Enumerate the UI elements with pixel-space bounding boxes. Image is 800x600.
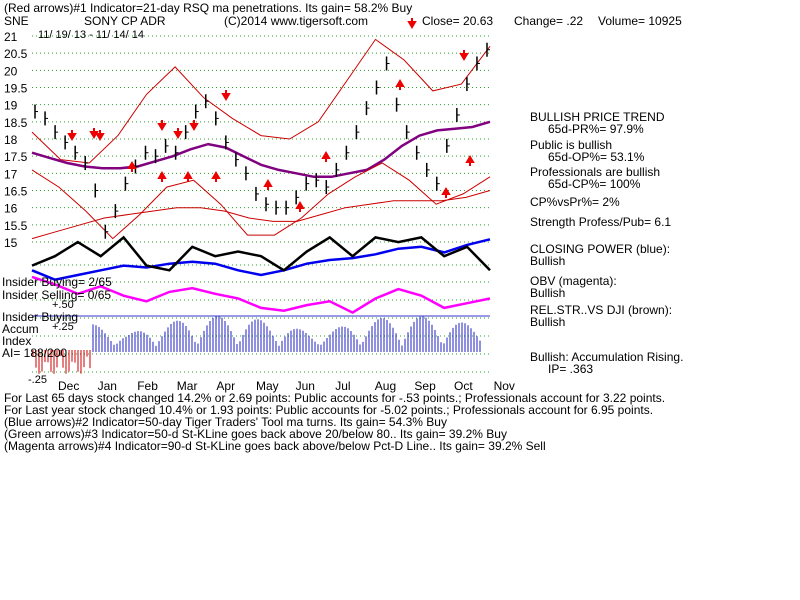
- series-lower-band: [31, 162, 491, 240]
- buy-arrow: [263, 179, 273, 190]
- y-tick-label: 20: [4, 64, 18, 78]
- buy-arrow: [183, 171, 193, 182]
- x-month-label: Feb: [137, 379, 158, 393]
- chart-grid: [32, 35, 490, 373]
- ip-value: IP= .363: [548, 362, 594, 376]
- x-month-label: Dec: [58, 379, 79, 393]
- pros-bullish: Professionals are bullish: [530, 165, 661, 179]
- y-tick-label: 18: [4, 133, 18, 147]
- date-range: 11/ 19/ 13 - 11/ 14/ 14: [38, 29, 145, 41]
- plus50-label: +.50: [52, 299, 74, 311]
- relstr-value: Bullish: [530, 315, 566, 329]
- accum-label: Accum: [2, 322, 39, 336]
- y-tick-label: 17: [4, 167, 18, 181]
- indicator-Rel-Str-vs-DJI: [31, 235, 491, 272]
- x-month-label: Nov: [494, 379, 515, 393]
- buy-arrow: [157, 171, 167, 182]
- lower-indicators: [31, 235, 491, 315]
- insider-buying-count: Insider Buying= 2/65: [2, 275, 112, 289]
- insider-buying-label: Insider Buying: [2, 310, 79, 324]
- x-month-label: Sep: [414, 379, 436, 393]
- closing-power-label: CLOSING POWER (blue):: [530, 242, 671, 256]
- accumulation-status: Bullish: Accumulation Rising.: [530, 350, 684, 364]
- series-50-day-ma: [31, 120, 491, 179]
- public-bullish: Public is bullish: [530, 138, 613, 152]
- y-tick-label: 16.5: [4, 185, 28, 199]
- x-month-label: Jun: [296, 379, 315, 393]
- y-tick-label: 15.5: [4, 219, 28, 233]
- footer-line-5: (Magenta arrows)#4 Indicator=90-d St-KLi…: [4, 439, 546, 453]
- y-tick-labels: 21 20.5 20 19.5 19 18.5 18 17.5 17 16.5 16 15.5 15: [4, 30, 28, 250]
- x-month-label: Oct: [454, 379, 473, 393]
- buy-arrow: [127, 161, 137, 172]
- indicator-Closing-Power: [31, 238, 491, 282]
- footer-line-2: For Last year stock changed 10.4% or 1.9…: [4, 403, 654, 417]
- sell-arrow: [407, 18, 417, 29]
- closing-power-value: Bullish: [530, 254, 566, 268]
- pr-value: 65d-PR%= 97.9%: [548, 122, 644, 136]
- x-month-label: May: [256, 379, 279, 393]
- y-tick-label: 16: [4, 202, 18, 216]
- x-month-label: Jul: [335, 379, 350, 393]
- price-series: [34, 42, 490, 239]
- y-tick-label: 15: [4, 236, 18, 250]
- sell-arrow: [157, 120, 167, 131]
- footer-line-4: (Green arrows)#3 Indicator=50-d St-KLine…: [4, 427, 507, 441]
- y-tick-label: 19: [4, 99, 18, 113]
- trend-title: BULLISH PRICE TREND: [530, 110, 665, 124]
- relstr-label: REL.STR..VS DJI (brown):: [530, 303, 673, 317]
- y-tick-label: 17.5: [4, 150, 28, 164]
- series-upper-band: [31, 38, 491, 164]
- y-tick-label: 18.5: [4, 116, 28, 130]
- x-month-label: Mar: [177, 379, 198, 393]
- accumulation-histogram: [32, 316, 481, 374]
- y-tick-label: 19.5: [4, 82, 28, 96]
- indicator-OBV: [31, 275, 491, 315]
- signal-arrows: [67, 18, 475, 212]
- sell-arrow: [459, 50, 469, 61]
- minus25-label: -.25: [28, 374, 47, 386]
- plus25-label: +.25: [52, 321, 74, 333]
- buy-arrow: [441, 187, 451, 198]
- footer-line-3: (Blue arrows)#2 Indicator=50-day Tiger T…: [4, 415, 447, 429]
- indicator-1-caption: (Red arrows)#1 Indicator=21-day RSQ ma p…: [4, 1, 413, 15]
- cp-value: 65d-CP%= 100%: [548, 177, 641, 191]
- y-tick-label: 20.5: [4, 47, 28, 61]
- insider-selling-count: Insider Selling= 0/65: [2, 288, 112, 302]
- sell-arrow: [67, 130, 77, 141]
- volume-value: Volume= 10925: [598, 14, 682, 28]
- obv-label: OBV (magenta):: [530, 274, 617, 288]
- index-label: Index: [2, 334, 32, 348]
- buy-arrow: [321, 151, 331, 162]
- obv-value: Bullish: [530, 286, 566, 300]
- x-month-label: Apr: [216, 379, 235, 393]
- buy-arrow: [211, 171, 221, 182]
- ticker: SNE: [4, 14, 29, 28]
- copyright: (C)2014 www.tigersoft.com: [224, 14, 369, 28]
- ai-value: AI= 188/200: [2, 346, 68, 360]
- close-price: Close= 20.63: [422, 14, 494, 28]
- y-tick-label: 21: [4, 30, 18, 44]
- sell-arrow: [89, 128, 99, 139]
- x-month-label: Aug: [375, 379, 396, 393]
- buy-arrow: [395, 79, 405, 90]
- price-bands: [31, 38, 491, 240]
- sell-arrow: [173, 128, 183, 139]
- x-month-label: Jan: [98, 379, 117, 393]
- footer-line-1: For Last 65 days stock changed 14.2% or …: [4, 391, 666, 405]
- cp-vs-pr: CP%vsPr%= 2%: [530, 195, 620, 209]
- company-name: SONY CP ADR: [84, 14, 166, 28]
- sell-arrow: [189, 120, 199, 131]
- sell-arrow: [95, 130, 105, 141]
- sell-arrow: [221, 90, 231, 101]
- strength-ratio: Strength Profess/Pub= 6.1: [530, 215, 672, 229]
- buy-arrow: [465, 155, 475, 166]
- x-month-labels: Dec Jan Feb Mar Apr May Jun Jul Aug Sep Oct Nov: [58, 379, 515, 393]
- op-value: 65d-OP%= 53.1%: [548, 150, 645, 164]
- change-value: Change= .22: [514, 14, 584, 28]
- buy-arrow: [295, 201, 305, 212]
- series-red-ma: [31, 190, 491, 240]
